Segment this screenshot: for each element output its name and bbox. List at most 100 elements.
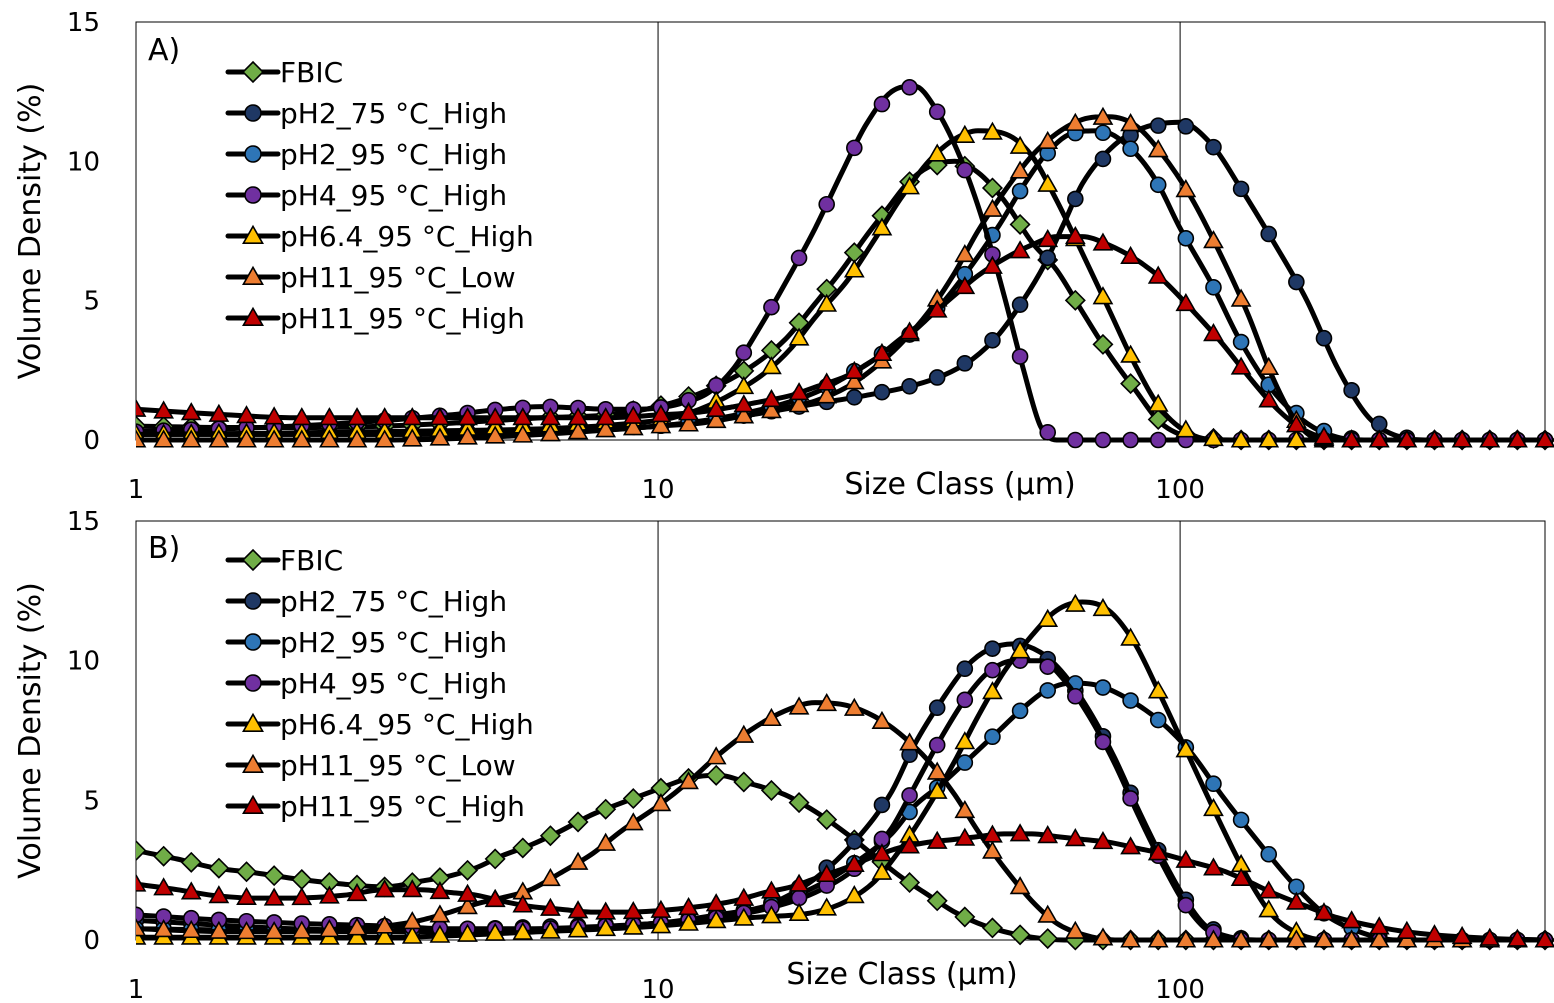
data-point — [1092, 232, 1114, 251]
data-point — [678, 912, 699, 931]
legend-label: pH11_95 °C_Low — [280, 261, 516, 294]
data-point — [540, 407, 561, 426]
data-point — [1313, 426, 1335, 445]
data-point — [346, 926, 368, 945]
data-point — [650, 915, 672, 934]
data-point — [1037, 173, 1059, 192]
data-point — [401, 925, 423, 944]
data-point — [1175, 849, 1197, 868]
legend-marker — [244, 186, 262, 204]
data-point — [236, 429, 257, 448]
data-point — [401, 407, 423, 426]
data-point — [1285, 929, 1307, 948]
data-point — [816, 385, 838, 404]
data-point — [236, 405, 257, 424]
data-point — [926, 780, 948, 799]
x-tick-label: 1 — [128, 475, 145, 505]
data-point — [1009, 160, 1031, 179]
data-point — [1506, 928, 1528, 947]
data-point — [899, 176, 920, 195]
legend-label: FBIC — [280, 56, 343, 89]
data-point — [457, 426, 478, 445]
panel-b: 1 10 100 0 5 10 15 Size Class (μm) Volume Densit… — [13, 507, 1554, 1003]
data-point — [567, 900, 589, 919]
data-point — [843, 371, 865, 390]
data-point — [153, 845, 175, 867]
data-point — [1009, 135, 1031, 154]
data-point — [540, 867, 561, 887]
data-point — [1120, 344, 1141, 363]
legend-label: pH11_95 °C_Low — [280, 749, 516, 782]
x-tick-label: 10 — [642, 975, 675, 1003]
data-point — [319, 429, 340, 448]
panel-label: B) — [148, 531, 180, 566]
legend-label: pH4_95 °C_High — [280, 179, 507, 212]
plot-area — [135, 21, 1546, 441]
data-point — [1067, 190, 1084, 208]
data-point — [871, 843, 893, 862]
data-point — [899, 732, 920, 751]
data-point — [484, 922, 506, 941]
data-point — [1534, 429, 1554, 448]
data-point — [1147, 842, 1169, 861]
data-point — [790, 249, 808, 267]
data-point — [374, 926, 396, 945]
data-point — [1149, 431, 1167, 449]
data-point — [1147, 393, 1169, 412]
legend-entry: pH2_75 °C_High — [225, 97, 507, 130]
data-point — [457, 923, 478, 942]
data-point — [733, 907, 755, 926]
data-point — [1506, 429, 1528, 448]
y-axis-title: Volume Density (%) — [13, 582, 48, 879]
data-point — [484, 407, 506, 426]
data-point — [595, 407, 617, 426]
data-point — [622, 788, 644, 810]
data-point — [1064, 289, 1086, 311]
data-point — [1147, 139, 1169, 158]
legend-label: pH2_75 °C_High — [280, 97, 507, 130]
data-point — [429, 924, 451, 943]
data-point — [1258, 356, 1280, 375]
legend-marker — [242, 224, 264, 244]
data-point — [650, 899, 672, 918]
data-point — [1011, 702, 1029, 720]
data-point — [1064, 593, 1086, 612]
data-point — [457, 883, 478, 902]
data-point — [595, 832, 617, 851]
data-point — [263, 865, 285, 887]
data-point — [1120, 627, 1141, 646]
data-point — [1064, 225, 1086, 245]
data-point — [1175, 929, 1197, 948]
data-point — [1230, 288, 1252, 307]
data-point — [705, 910, 727, 929]
data-point — [1147, 929, 1169, 948]
data-point — [319, 407, 340, 426]
y-tick-label: 0 — [83, 926, 100, 956]
data-point — [1064, 828, 1086, 847]
data-point — [136, 873, 147, 892]
data-point — [153, 400, 175, 419]
data-point — [1092, 286, 1114, 305]
data-point — [512, 424, 534, 443]
data-point — [899, 321, 920, 340]
legend-marker — [241, 548, 265, 572]
data-point — [180, 429, 202, 448]
data-point — [208, 920, 230, 939]
data-point — [788, 792, 810, 814]
data-point — [136, 429, 147, 448]
data-point — [733, 405, 755, 424]
data-point — [429, 904, 451, 923]
data-point — [954, 124, 976, 143]
data-point — [1092, 597, 1114, 617]
data-point — [982, 681, 1003, 700]
data-point — [926, 830, 948, 849]
data-point — [512, 921, 534, 940]
data-point — [1092, 106, 1114, 125]
legend-marker — [242, 712, 264, 733]
data-point — [1203, 230, 1224, 249]
data-point — [1258, 929, 1280, 948]
data-point — [1205, 138, 1222, 156]
data-point — [1039, 658, 1057, 675]
data-point — [1011, 296, 1029, 313]
